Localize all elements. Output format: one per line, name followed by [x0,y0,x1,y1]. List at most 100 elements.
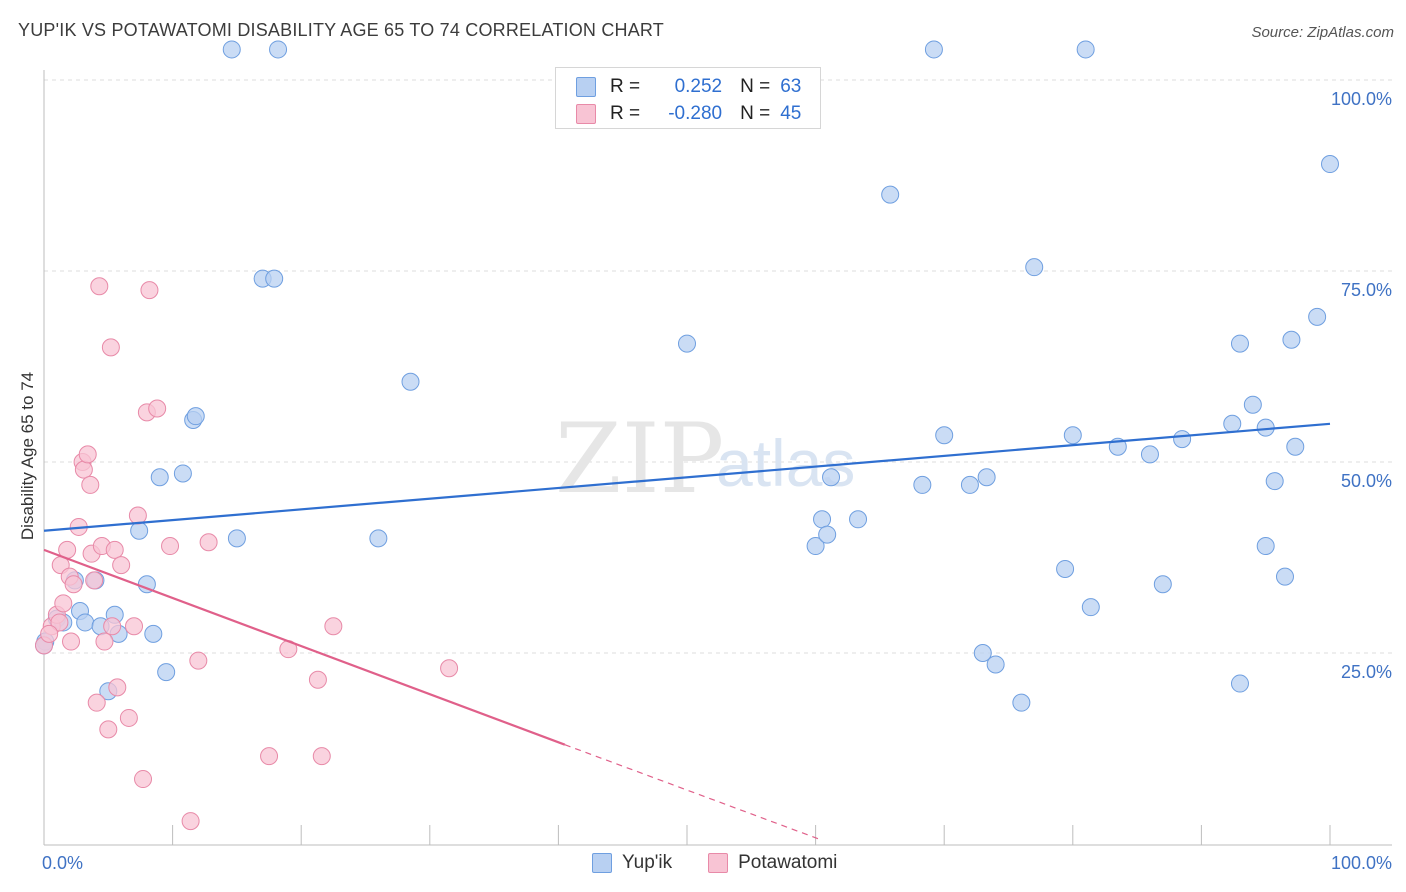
potawatomi-point[interactable] [40,624,59,643]
yupik-point[interactable] [1012,693,1031,712]
yupik-point[interactable] [1140,445,1159,464]
yupik-point[interactable] [265,269,284,288]
yupik-point[interactable] [924,40,943,59]
yupik-point[interactable] [1076,40,1095,59]
potawatomi-point[interactable] [85,571,104,590]
yupik-point[interactable] [1223,414,1242,433]
potawatomi-point[interactable] [78,445,97,464]
potawatomi-point[interactable] [112,556,131,575]
y-tick-label: 25.0% [1341,662,1392,682]
potawatomi-point[interactable] [87,693,106,712]
yupik-point[interactable] [977,468,996,487]
potawatomi-point[interactable] [119,708,138,727]
yupik-point[interactable] [813,510,832,529]
potawatomi-point[interactable] [108,678,127,697]
potawatomi-point[interactable] [74,460,93,479]
yupik-point[interactable] [678,334,696,353]
y-tick-label: 50.0% [1341,471,1392,491]
yupik-point[interactable] [1173,430,1192,449]
potawatomi-point[interactable] [101,338,120,357]
yupik-point[interactable] [186,407,205,426]
potawatomi-point[interactable] [199,533,218,552]
yupik-point[interactable] [935,426,954,445]
potawatomi-point[interactable] [50,613,69,632]
trend-layer [43,422,1331,841]
yupik-point[interactable] [269,40,288,59]
potawatomi-point[interactable] [81,475,100,494]
potawatomi-point[interactable] [148,399,167,418]
yupik-point[interactable] [222,40,241,59]
yupik-point[interactable] [369,529,388,548]
legend-r-label: R = [610,76,641,97]
potawatomi-point[interactable] [189,651,208,670]
potawatomi-point[interactable] [62,632,81,651]
yupik-point[interactable] [1321,155,1339,174]
yupik-point[interactable] [1275,567,1294,586]
yupik-point[interactable] [227,529,246,548]
yupik-point[interactable] [1286,437,1305,456]
yupik-point[interactable] [1230,334,1249,353]
potawatomi-point[interactable] [134,770,153,789]
yupik-point[interactable] [401,372,420,391]
potawatomi-point[interactable] [440,659,459,678]
yupik-point[interactable] [849,510,868,529]
potawatomi-point[interactable] [90,277,109,296]
legend-r-label: R = [610,103,641,124]
correlation-legend: R = 0.252 N = 63 R = -0.280 N = 45 [555,67,821,129]
yupik-point[interactable] [806,537,825,556]
potawatomi-point[interactable] [181,812,200,831]
potawatomi-point[interactable] [308,670,327,689]
potawatomi-point[interactable] [140,281,159,300]
potawatomi-point[interactable] [125,617,144,636]
grid-layer [44,79,1392,654]
potawatomi-point[interactable] [312,747,331,766]
yupik-point[interactable] [1243,395,1262,414]
legend-n-value: 63 [780,76,802,97]
potawatomi-point[interactable] [95,632,114,651]
potawatomi-point[interactable] [324,617,343,636]
yupik-point[interactable] [1081,598,1100,617]
yupik-point[interactable] [1308,307,1327,326]
yupik-point[interactable] [76,613,95,632]
axis-layer: 25.0% 50.0% 75.0% 100.0% 0.0% 100.0% [42,70,1392,873]
yupik-point[interactable] [1256,537,1275,556]
yupik-point[interactable] [822,468,841,487]
potawatomi-point[interactable] [161,537,180,556]
yupik-point[interactable] [818,525,837,544]
yupik-point[interactable] [986,655,1005,674]
y-axis-label: Disability Age 65 to 74 [18,372,37,540]
yupik-point[interactable] [1265,472,1284,491]
legend-n-label: N = [740,103,771,124]
series-label-yupik: Yup'ik [622,852,673,873]
potawatomi-point[interactable] [99,720,118,739]
yupik-point[interactable] [913,475,932,494]
yupik-point[interactable] [1282,330,1301,349]
yupik-point[interactable] [1063,426,1082,445]
yupik-point[interactable] [157,663,176,682]
x-tick-label: 0.0% [42,853,83,873]
yupik-point[interactable] [973,644,992,662]
yupik-point[interactable] [1230,674,1249,693]
potawatomi-point[interactable] [54,594,73,613]
potawatomi-point[interactable] [105,540,124,559]
yupik-point[interactable] [150,468,169,487]
yupik-point[interactable] [173,464,192,483]
potawatomi-point[interactable] [103,617,122,636]
yupik-point[interactable] [1025,258,1044,277]
legend-row-potawatomi: R = -0.280 N = 45 [576,101,801,127]
legend-n-label: N = [740,76,771,97]
yupik-point[interactable] [881,185,900,204]
potawatomi-trend-extension [564,744,823,841]
yupik-point[interactable] [960,475,979,494]
series-legend-potawatomi[interactable]: Potawatomi [708,852,837,874]
yupik-point[interactable] [1153,575,1172,594]
watermark: ZIP atlas [555,403,855,515]
potawatomi-point[interactable] [64,575,83,594]
series-legend-yupik[interactable]: Yup'ik [592,852,672,874]
yupik-point[interactable] [144,624,163,643]
legend-swatch-blue [576,77,596,97]
potawatomi-point[interactable] [260,747,279,766]
yupik-point[interactable] [1056,559,1075,578]
yupik-point[interactable] [130,521,149,540]
